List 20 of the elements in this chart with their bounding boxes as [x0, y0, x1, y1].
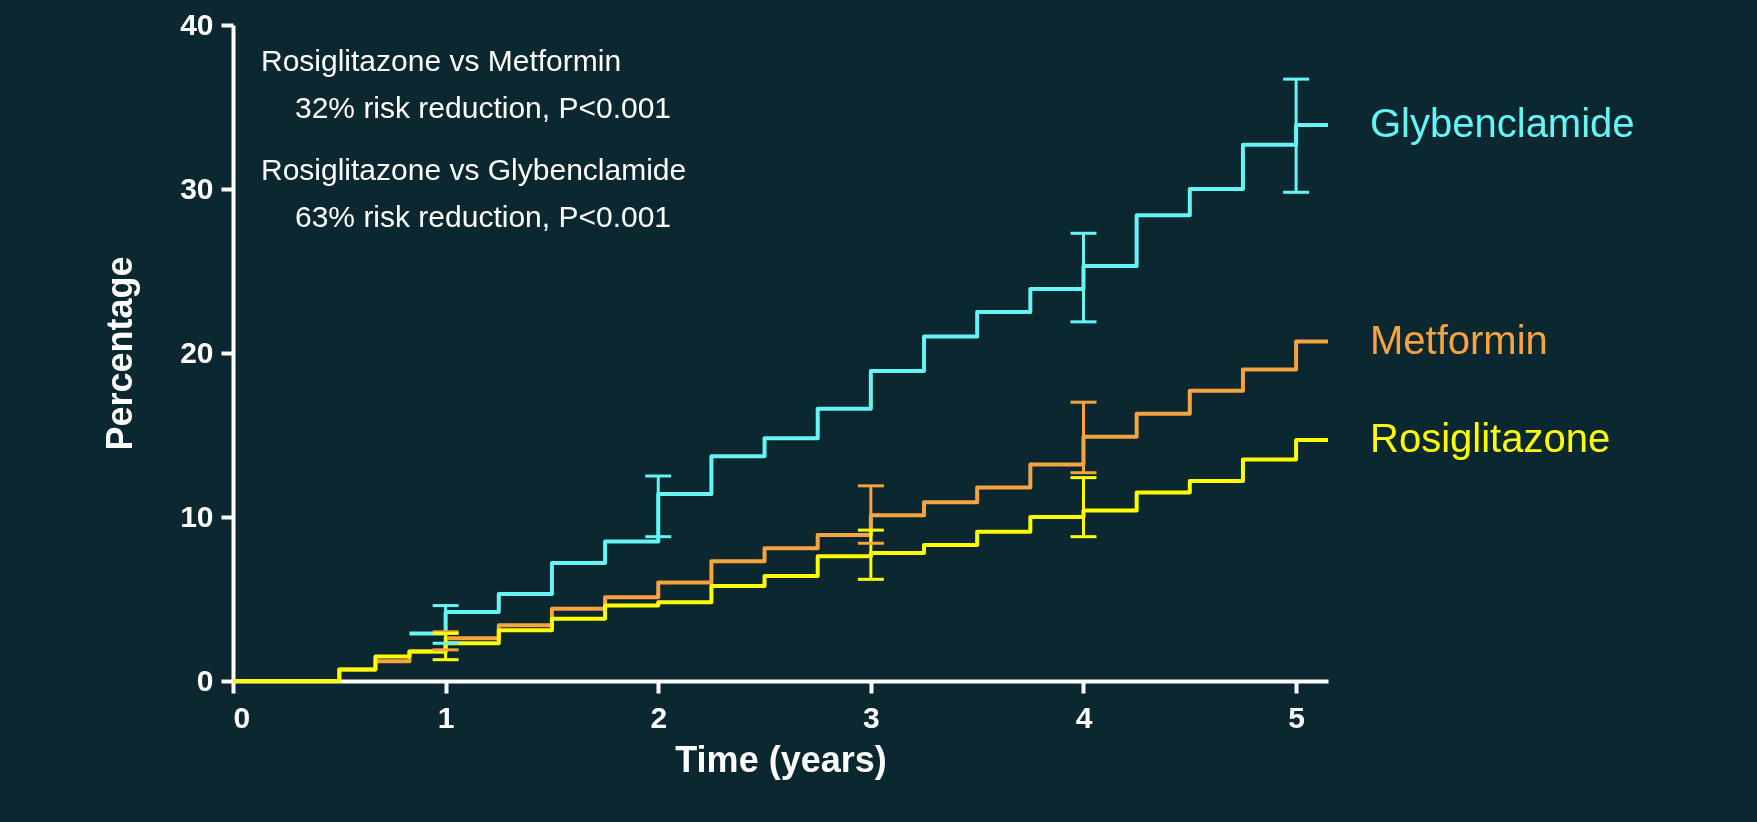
annotation: 63% risk reduction, P<0.001 — [295, 200, 672, 233]
series-label: Glybenclamide — [1370, 101, 1635, 146]
x-tick-label: 3 — [863, 700, 880, 734]
y-tick-label: 40 — [180, 7, 214, 41]
x-tick-label: 5 — [1288, 700, 1305, 734]
annotation: Rosiglitazone vs Glybenclamide — [261, 153, 687, 186]
annotation: 32% risk reduction, P<0.001 — [295, 91, 672, 124]
series-label: Metformin — [1370, 317, 1548, 362]
y-tick-label: 30 — [180, 171, 214, 205]
x-axis-title: Time (years) — [675, 738, 887, 780]
x-tick-label: 4 — [1075, 700, 1093, 734]
y-tick-label: 10 — [180, 499, 214, 533]
x-tick-label: 2 — [650, 700, 668, 734]
y-tick-label: 0 — [196, 663, 214, 697]
x-tick-label: 0 — [233, 700, 251, 734]
y-axis-title: Percentage — [99, 256, 141, 451]
annotation: Rosiglitazone vs Metformin — [261, 44, 622, 77]
x-tick-label: 1 — [437, 700, 455, 734]
y-tick-label: 20 — [180, 335, 214, 369]
series-label: Rosiglitazone — [1370, 415, 1611, 460]
